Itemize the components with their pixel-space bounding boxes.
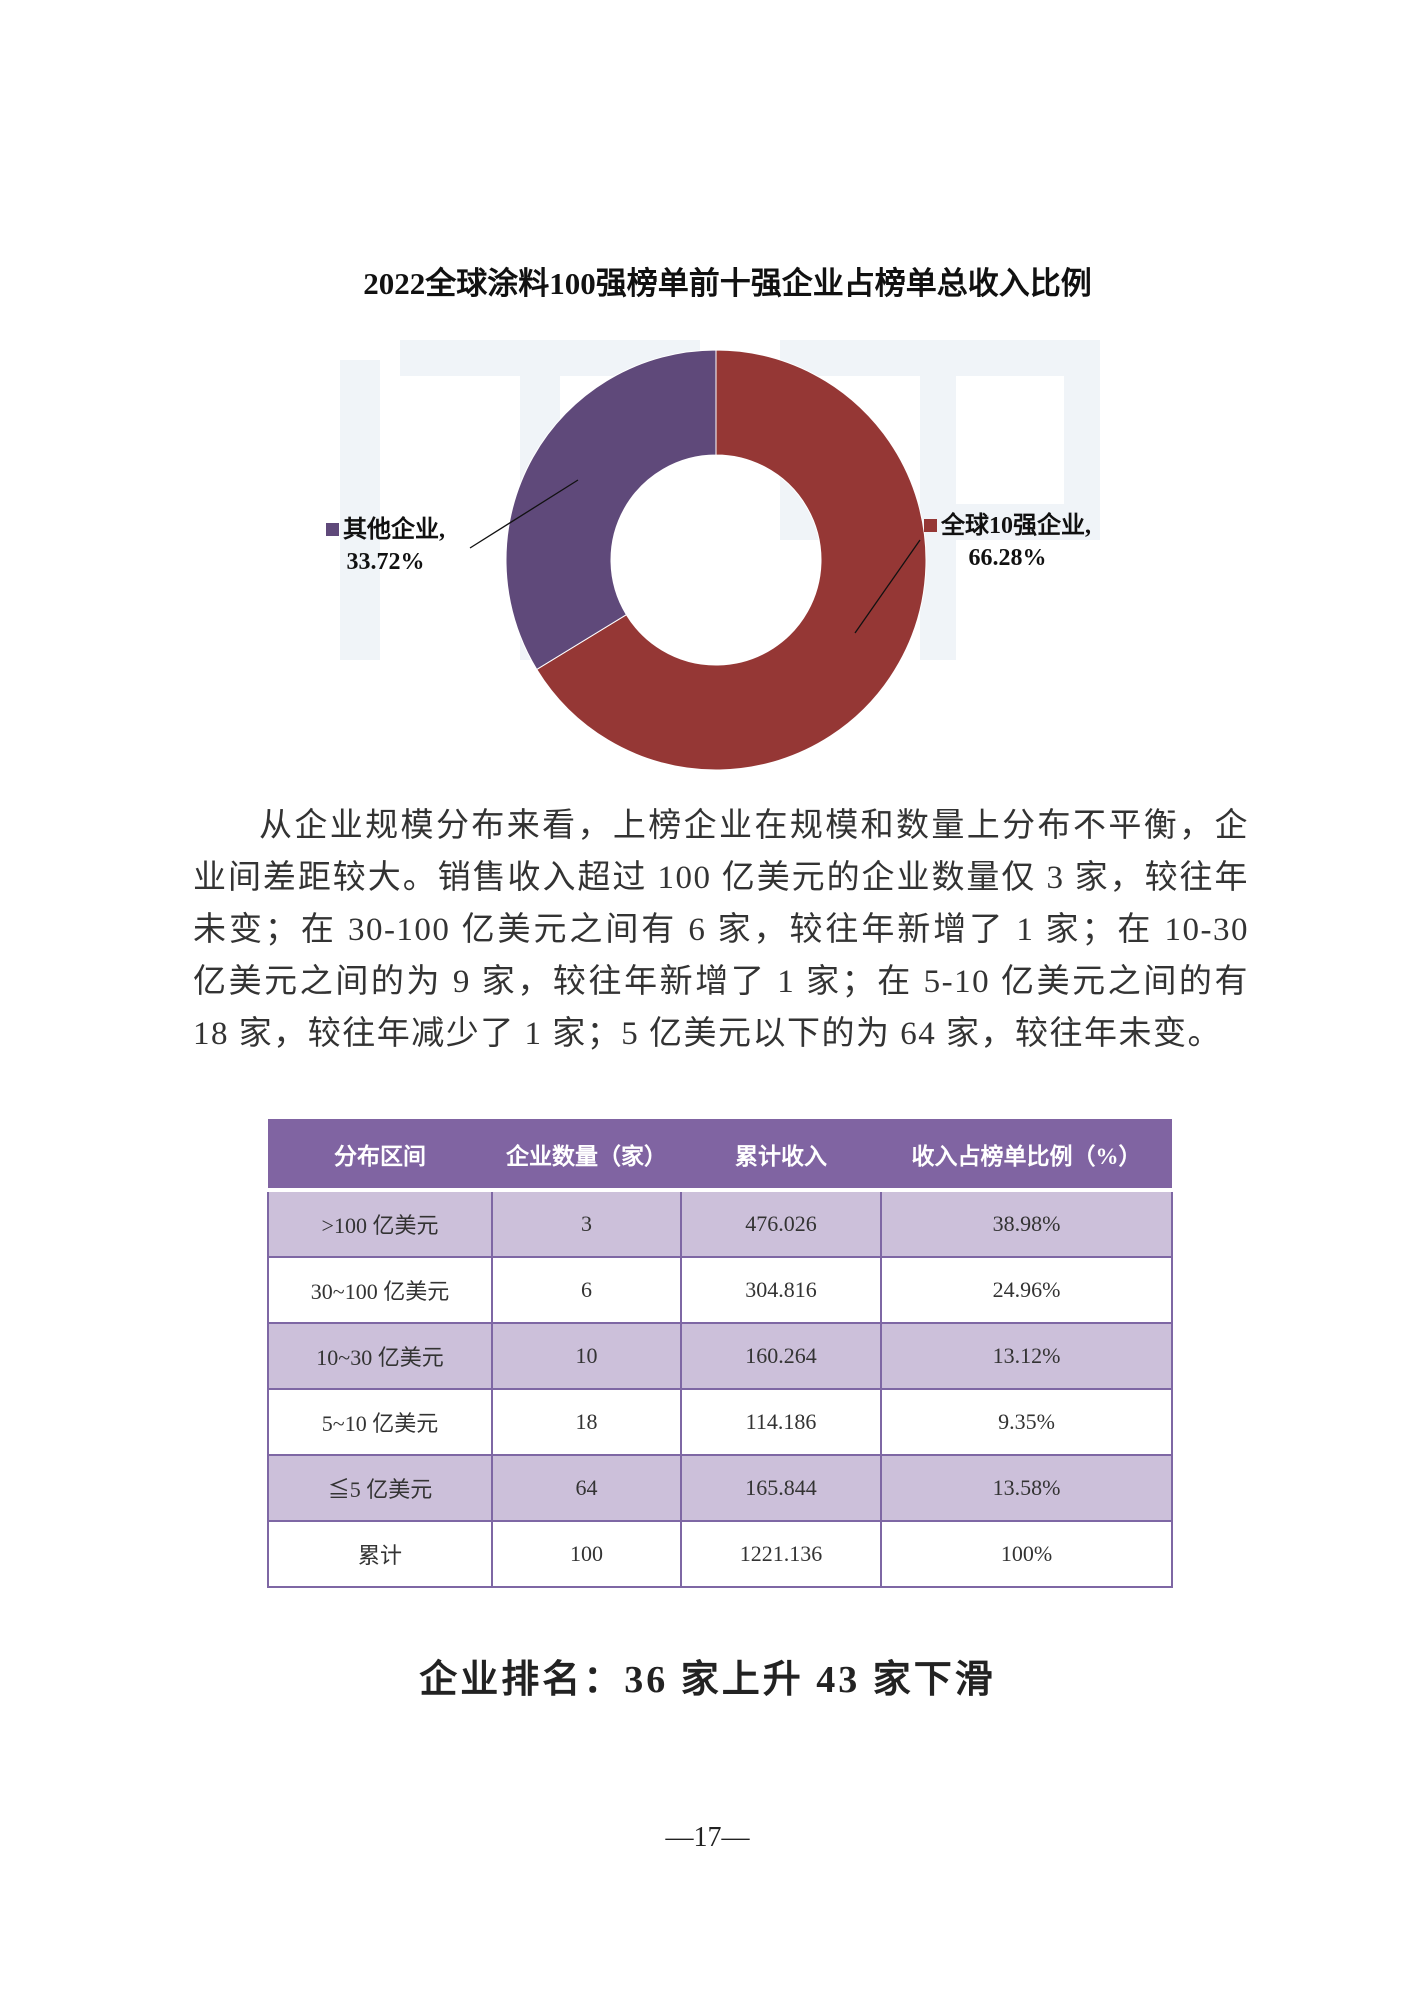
- donut-slice-1: [505, 349, 717, 671]
- table-cell: 304.816: [680, 1256, 882, 1324]
- header-range: 分布区间: [268, 1119, 492, 1192]
- table-cell: 13.12%: [880, 1322, 1173, 1390]
- table-cell: 5~10 亿美元: [267, 1388, 493, 1456]
- table-cell: 1221.136: [680, 1520, 882, 1588]
- table-cell: 30~100 亿美元: [267, 1256, 493, 1324]
- table-cell: 18: [491, 1388, 682, 1456]
- header-count: 企业数量（家）: [492, 1119, 681, 1192]
- table-cell: 3: [491, 1189, 682, 1258]
- table-cell: 6: [491, 1256, 682, 1324]
- donut-slice-0: [536, 349, 927, 771]
- table-row: 10~30 亿美元 10 160.264 13.12%: [267, 1322, 1173, 1390]
- table-cell: 累计: [267, 1520, 493, 1588]
- table-cell: 100: [491, 1520, 682, 1588]
- table-row: >100 亿美元 3 476.026 38.98%: [267, 1189, 1173, 1258]
- header-revenue: 累计收入: [681, 1119, 881, 1192]
- table-cell: 114.186: [680, 1388, 882, 1456]
- table-cell: 160.264: [680, 1322, 882, 1390]
- table-cell: 38.98%: [880, 1189, 1173, 1258]
- table-cell: 13.58%: [880, 1454, 1173, 1522]
- table-cell: 24.96%: [880, 1256, 1173, 1324]
- label-others-name: 其他企业,: [343, 517, 445, 543]
- chart-title: 2022全球涂料100强榜单前十强企业占榜单总收入比例: [363, 266, 1092, 301]
- label-others: 其他企业, 33.72%: [326, 514, 445, 578]
- distribution-table: 分布区间 企业数量（家） 累计收入 收入占榜单比例（%） >100 亿美元 3 47…: [267, 1119, 1173, 1588]
- legend-swatch-top10: [924, 519, 937, 532]
- page-number: —17—: [665, 1822, 750, 1853]
- table-cell: 100%: [880, 1520, 1173, 1588]
- table-cell: >100 亿美元: [267, 1189, 493, 1258]
- table-cell: 9.35%: [880, 1388, 1173, 1456]
- table-row: 30~100 亿美元 6 304.816 24.96%: [267, 1256, 1173, 1324]
- table-row: ≦5 亿美元 64 165.844 13.58%: [267, 1454, 1173, 1522]
- leader-line-top10: [854, 539, 921, 634]
- donut-chart: [469, 349, 927, 771]
- table-cell: 10: [491, 1322, 682, 1390]
- table-row: 累计 100 1221.136 100%: [267, 1520, 1173, 1588]
- section-heading: 企业排名：36 家上升 43 家下滑: [419, 1659, 996, 1701]
- table-cell: 165.844: [680, 1454, 882, 1522]
- table-cell: 64: [491, 1454, 682, 1522]
- table-cell: ≦5 亿美元: [267, 1454, 493, 1522]
- label-others-value: 33.72%: [346, 549, 425, 575]
- label-top10-value: 66.28%: [968, 545, 1047, 571]
- table-cell: 476.026: [680, 1189, 882, 1258]
- legend-swatch-others: [326, 523, 339, 536]
- table-header-row: 分布区间 企业数量（家） 累计收入 收入占榜单比例（%）: [268, 1119, 1172, 1192]
- header-share: 收入占榜单比例（%）: [881, 1119, 1172, 1192]
- table-row: 5~10 亿美元 18 114.186 9.35%: [267, 1388, 1173, 1456]
- label-top10: 全球10强企业, 66.28%: [924, 510, 1091, 574]
- table-cell: 10~30 亿美元: [267, 1322, 493, 1390]
- body-paragraph: 从企业规模分布来看，上榜企业在规模和数量上分布不平衡，企业间差距较大。销售收入超…: [193, 808, 1249, 1052]
- label-top10-name: 全球10强企业,: [941, 513, 1091, 539]
- leader-line-others: [469, 479, 579, 549]
